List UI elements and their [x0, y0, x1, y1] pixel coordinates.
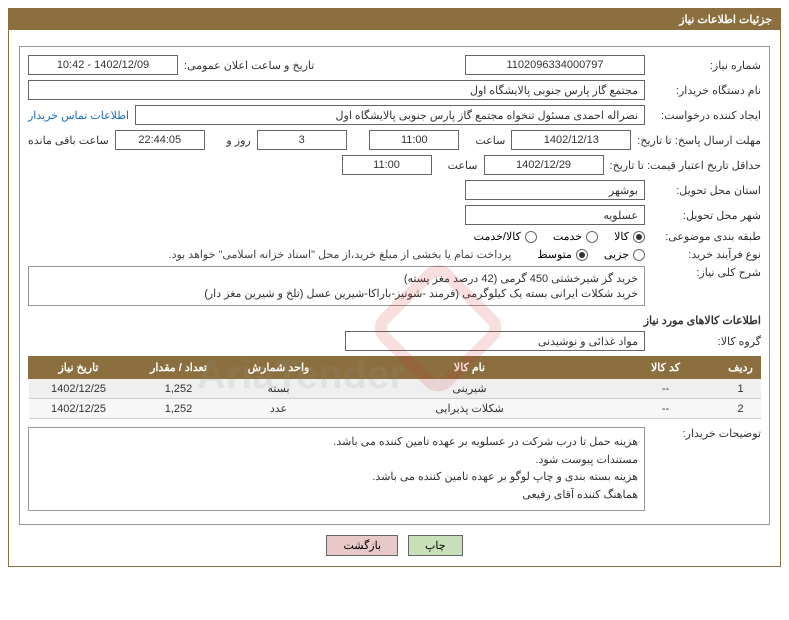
button-row: چاپ بازگشت: [19, 535, 770, 556]
goods-table: ردیف کد کالا نام کالا واحد شمارش تعداد /…: [28, 356, 761, 419]
need-number-label: شماره نیاز:: [651, 59, 761, 72]
general-desc-line2: خرید شکلات ایرانی بسته یک کیلوگرمی (فرمن…: [35, 286, 638, 301]
radio-icon: [576, 249, 588, 261]
days-label: روز و: [211, 134, 251, 147]
deadline-label: مهلت ارسال پاسخ: تا تاریخ:: [637, 134, 761, 147]
radio-minor-label: جزیی: [604, 248, 629, 261]
th-unit: واحد شمارش: [229, 357, 329, 379]
general-desc-line1: خرید گز شیرخشتی 450 گرمی (42 درصد مغز پس…: [35, 271, 638, 286]
th-row: ردیف: [721, 357, 761, 379]
goods-info-title: اطلاعات کالاهای مورد نیاز: [28, 314, 761, 327]
cell-unit: بسته: [229, 379, 329, 399]
buy-type-radio-group: جزیی متوسط: [537, 248, 645, 261]
table-row: 1--شیرینیبسته1,2521402/12/25: [29, 379, 761, 399]
panel-title: جزئیات اطلاعات نیاز: [9, 9, 780, 30]
buyer-note-2: مستندات پیوست شود.: [35, 452, 638, 470]
announce-label: تاریخ و ساعت اعلان عمومی:: [184, 59, 314, 72]
table-row: 2--شکلات پذیراییعدد1,2521402/12/25: [29, 399, 761, 419]
category-label: طبقه بندی موضوعی:: [651, 230, 761, 243]
goods-group-field: مواد غذائی و نوشیدنی: [345, 331, 645, 351]
cell-date: 1402/12/25: [29, 399, 129, 419]
cell-qty: 1,252: [129, 379, 229, 399]
buyer-notes-label: توضیحات خریدار:: [651, 427, 761, 440]
buyer-note-4: هماهنگ کننده آقای رفیعی: [35, 487, 638, 505]
city-label: شهر محل تحویل:: [651, 209, 761, 222]
radio-service-label: خدمت: [553, 230, 582, 243]
days-field: 3: [257, 130, 347, 150]
remaining-time-field: 22:44:05: [115, 130, 205, 150]
general-desc-label: شرح کلی نیاز:: [651, 266, 761, 279]
radio-icon: [525, 231, 537, 243]
radio-goods-service[interactable]: کالا/خدمت: [474, 230, 537, 243]
deadline-hour-field: 11:00: [369, 130, 459, 150]
city-field: عسلویه: [465, 205, 645, 225]
radio-goods[interactable]: کالا: [614, 230, 645, 243]
buyer-org-field: مجتمع گاز پارس جنوبی پالایشگاه اول: [28, 80, 645, 100]
radio-icon: [586, 231, 598, 243]
hour-label-1: ساعت: [465, 134, 505, 147]
province-label: استان محل تحویل:: [651, 184, 761, 197]
cell-name: شیرینی: [329, 379, 611, 399]
print-button[interactable]: چاپ: [408, 535, 463, 556]
remaining-label: ساعت باقی مانده: [28, 134, 109, 147]
category-radio-group: کالا خدمت کالا/خدمت: [474, 230, 645, 243]
radio-medium[interactable]: متوسط: [537, 248, 588, 261]
buyer-note-3: هزینه بسته بندی و چاپ لوگو بر عهده تامین…: [35, 469, 638, 487]
buyer-org-label: نام دستگاه خریدار:: [651, 84, 761, 97]
cell-date: 1402/12/25: [29, 379, 129, 399]
buyer-contact-link[interactable]: اطلاعات تماس خریدار: [28, 109, 129, 122]
th-qty: تعداد / مقدار: [129, 357, 229, 379]
validity-hour-field: 11:00: [342, 155, 432, 175]
radio-goods-service-label: کالا/خدمت: [474, 230, 521, 243]
radio-goods-label: کالا: [614, 230, 629, 243]
th-code: کد کالا: [611, 357, 721, 379]
deadline-date-field: 1402/12/13: [511, 130, 631, 150]
radio-service[interactable]: خدمت: [553, 230, 598, 243]
cell-row: 2: [721, 399, 761, 419]
cell-row: 1: [721, 379, 761, 399]
announce-field: 1402/12/09 - 10:42: [28, 55, 178, 75]
need-number-field: 1102096334000797: [465, 55, 645, 75]
cell-qty: 1,252: [129, 399, 229, 419]
cell-unit: عدد: [229, 399, 329, 419]
requester-label: ایجاد کننده درخواست:: [651, 109, 761, 122]
province-field: بوشهر: [465, 180, 645, 200]
cell-code: --: [611, 399, 721, 419]
validity-date-field: 1402/12/29: [484, 155, 604, 175]
goods-group-label: گروه کالا:: [651, 335, 761, 348]
cell-name: شکلات پذیرایی: [329, 399, 611, 419]
buy-type-label: نوع فرآیند خرید:: [651, 248, 761, 261]
cell-code: --: [611, 379, 721, 399]
radio-minor[interactable]: جزیی: [604, 248, 645, 261]
buyer-note-1: هزینه حمل تا درب شرکت در عسلویه بر عهده …: [35, 434, 638, 452]
th-date: تاریخ نیاز: [29, 357, 129, 379]
buyer-notes-box: هزینه حمل تا درب شرکت در عسلویه بر عهده …: [28, 427, 645, 511]
main-panel: جزئیات اطلاعات نیاز شماره نیاز: 11020963…: [8, 8, 781, 567]
general-desc-box: خرید گز شیرخشتی 450 گرمی (42 درصد مغز پس…: [28, 266, 645, 306]
radio-icon: [633, 231, 645, 243]
radio-icon: [633, 249, 645, 261]
radio-medium-label: متوسط: [537, 248, 572, 261]
th-name: نام کالا: [329, 357, 611, 379]
requester-field: نصراله احمدی مسئول تنخواه مجتمع گاز پارس…: [135, 105, 645, 125]
buy-note: پرداخت تمام یا بخشی از مبلغ خرید،از محل …: [169, 248, 512, 261]
details-box: شماره نیاز: 1102096334000797 تاریخ و ساع…: [19, 46, 770, 525]
hour-label-2: ساعت: [438, 159, 478, 172]
validity-label: حداقل تاریخ اعتبار قیمت: تا تاریخ:: [610, 159, 761, 172]
back-button[interactable]: بازگشت: [326, 535, 398, 556]
